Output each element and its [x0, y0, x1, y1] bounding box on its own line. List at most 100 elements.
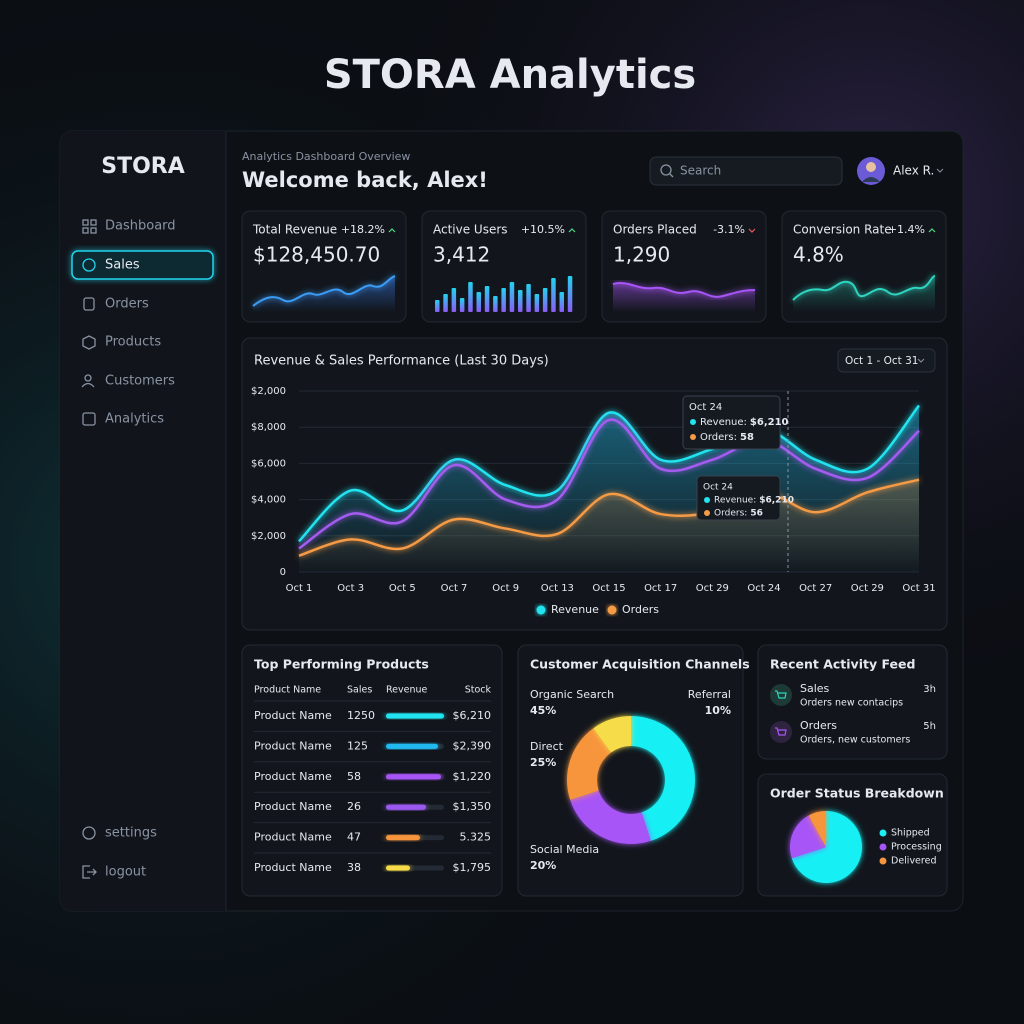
- tooltip: [682, 395, 781, 450]
- sidebar: [60, 131, 226, 911]
- kpi-change: +1.4%: [888, 223, 925, 236]
- header-subtitle: Analytics Dashboard Overview: [242, 150, 410, 163]
- cell: Product Name: [254, 831, 332, 844]
- kpi-trend-arrow: [748, 228, 756, 233]
- legend-swatch: [607, 605, 617, 615]
- kpi-sparkline: [435, 276, 573, 312]
- icon: [90, 227, 97, 234]
- kpi-label: Conversion Rate: [793, 223, 892, 237]
- y-tick-label: $4,000: [251, 495, 286, 506]
- cell: 38: [347, 861, 361, 874]
- chart-title: Revenue & Sales Performance (Last 30 Day…: [254, 354, 549, 369]
- nav-item[interactable]: Products: [105, 335, 161, 350]
- table-header: Sales: [347, 685, 372, 696]
- donut-slice: [593, 716, 631, 753]
- tooltip-value: 56: [750, 509, 763, 519]
- tooltip-swatch: [690, 419, 696, 425]
- nav-item[interactable]: Customers: [105, 374, 175, 389]
- nav-item[interactable]: Orders: [105, 297, 149, 312]
- donut-value-label: 10%: [705, 704, 731, 717]
- icon: [82, 412, 96, 426]
- x-tick-label: Oct 15: [592, 583, 625, 594]
- progress-bar: [386, 713, 444, 719]
- cell: $1,795: [453, 861, 492, 874]
- donut-label: Referral: [688, 688, 731, 701]
- icon: [82, 258, 96, 272]
- sparkline-bar: [567, 276, 573, 312]
- user-menu-caret: [936, 168, 944, 173]
- user-name[interactable]: Alex R.: [893, 164, 934, 178]
- acquisition-title: Customer Acquisition Channels: [530, 657, 750, 672]
- line-chart: 0 $2,000 $4,000 $6,000 $8,000 $2,000 Oct 1 Oct …: [251, 386, 936, 616]
- cell: 47: [347, 831, 361, 844]
- progress-bar: [386, 835, 420, 841]
- sparkline-area: [613, 283, 755, 312]
- progress-bar: [386, 774, 441, 780]
- legend-label: Shipped: [891, 828, 930, 839]
- donut-label: Direct: [530, 740, 564, 753]
- activity-description: Orders new contacips: [800, 698, 903, 709]
- kpi-value: 3,412: [433, 243, 490, 267]
- search-placeholder: Search: [680, 164, 721, 178]
- nav-item[interactable]: settings: [105, 826, 157, 841]
- cell: Product Name: [254, 800, 332, 813]
- nav-item[interactable]: Sales: [105, 258, 140, 273]
- activity-icon: [770, 684, 792, 706]
- kpi-label: Active Users: [433, 223, 508, 237]
- donut-slice: [567, 728, 612, 800]
- x-tick-label: Oct 7: [441, 583, 468, 594]
- series-line: [298, 478, 920, 557]
- legend-swatch: [879, 843, 887, 851]
- kpi-change: +18.2%: [341, 223, 385, 236]
- sparkline-bar: [551, 278, 556, 312]
- legend-label: Revenue: [551, 603, 599, 616]
- nav-item[interactable]: Dashboard: [105, 219, 176, 234]
- date-range[interactable]: Oct 1 - Oct 31: [845, 355, 919, 367]
- progress-bar: [386, 743, 438, 749]
- search-box[interactable]: [649, 156, 843, 186]
- kpi-sparkline: [612, 282, 756, 312]
- icon: [83, 297, 95, 311]
- donut-value-label: 45%: [530, 704, 556, 717]
- order-status-title: Order Status Breakdown: [770, 786, 944, 801]
- tooltip-swatch: [704, 510, 710, 516]
- tooltip-value: 58: [740, 432, 754, 443]
- kpi-change: +10.5%: [521, 223, 565, 236]
- sparkline-bar: [468, 282, 473, 312]
- sparkline-bar: [435, 300, 440, 312]
- sparkline-bar: [542, 288, 548, 312]
- tooltip-label: Orders:: [700, 432, 737, 443]
- series-line: [298, 404, 920, 543]
- nav-item[interactable]: Analytics: [105, 412, 164, 427]
- cell: 26: [347, 800, 361, 813]
- activity-time: 3h: [923, 684, 936, 695]
- date-range-selector[interactable]: [837, 348, 936, 373]
- sparkline-area: [793, 276, 935, 312]
- tooltip-label: Revenue:: [700, 417, 747, 428]
- cell: $1,220: [453, 770, 492, 783]
- x-tick-label: Oct 29: [851, 583, 884, 594]
- x-tick-label: Oct 9: [492, 583, 519, 594]
- y-tick-label: $2,000: [251, 531, 286, 542]
- donut-value-label: 20%: [530, 859, 556, 872]
- cell: $2,390: [453, 739, 492, 752]
- y-tick-label: $2,000: [251, 386, 286, 397]
- kpi-value: 4.8%: [793, 243, 844, 267]
- kpi-change: -3.1%: [713, 223, 745, 236]
- sparkline: [612, 282, 756, 298]
- cell: 125: [347, 739, 368, 752]
- tooltip-value: $6,210: [750, 417, 789, 428]
- cell: $6,210: [453, 709, 492, 722]
- legend-swatch: [879, 857, 887, 865]
- legend-label: Delivered: [891, 856, 936, 867]
- nav-item[interactable]: logout: [105, 865, 146, 880]
- tooltip-value: $6,210: [759, 496, 794, 506]
- sparkline-bar: [509, 282, 515, 312]
- legend-swatch: [536, 605, 546, 615]
- x-tick-label: Oct 1: [286, 583, 313, 594]
- activity-time: 5h: [923, 721, 936, 732]
- cell: 5.325: [460, 831, 492, 844]
- x-tick-label: Oct 29: [696, 583, 729, 594]
- progress-bar: [386, 865, 410, 871]
